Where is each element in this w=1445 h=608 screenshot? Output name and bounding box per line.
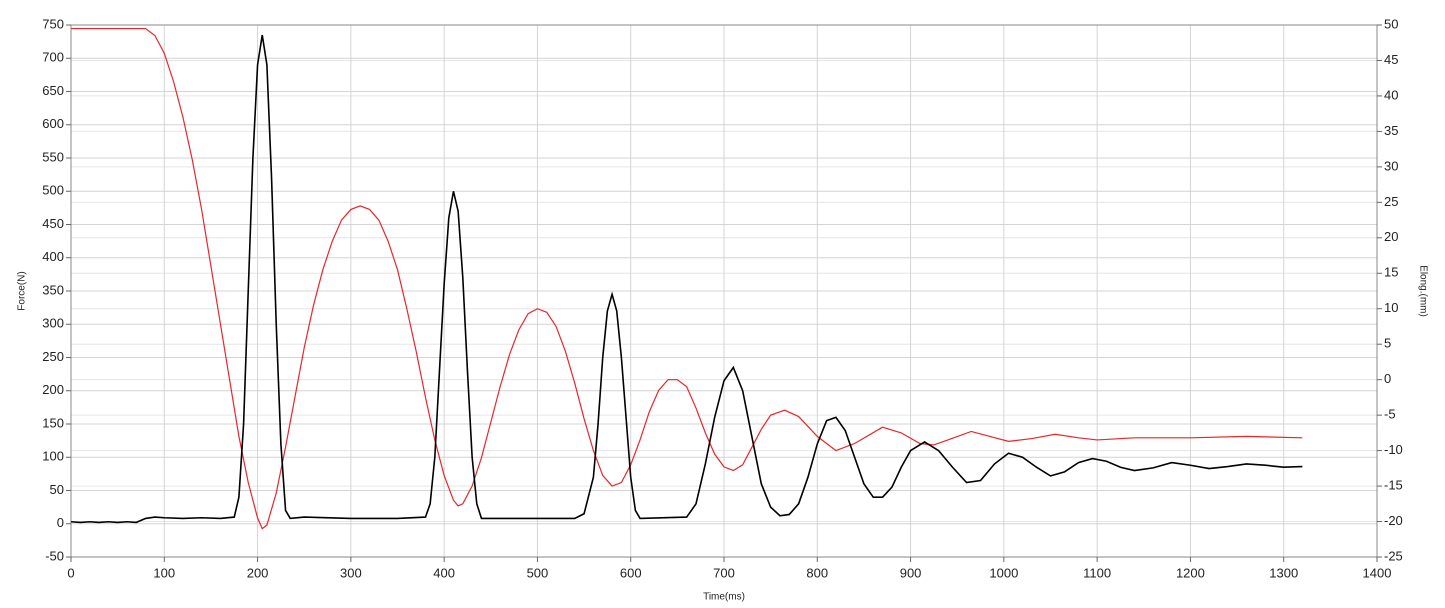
y-tick-label: 150 bbox=[42, 415, 64, 430]
y-tick-label: 100 bbox=[42, 449, 64, 464]
y-tick-label: 200 bbox=[42, 382, 64, 397]
y-tick-label: 450 bbox=[42, 216, 64, 231]
x-tick-label: 1100 bbox=[1083, 565, 1111, 580]
y-tick-label: 50 bbox=[50, 482, 64, 497]
y2-tick-label: 5 bbox=[1384, 336, 1391, 351]
x-tick-label: 600 bbox=[620, 565, 642, 580]
x-axis-label: Time(ms) bbox=[703, 592, 745, 603]
y-tick-label: 650 bbox=[42, 83, 64, 98]
x-tick-label: 1000 bbox=[989, 565, 1018, 580]
x-tick-label: 300 bbox=[340, 565, 362, 580]
y2-tick-label: 45 bbox=[1384, 52, 1398, 67]
y2-tick-label: -25 bbox=[1384, 548, 1403, 563]
y2-tick-label: 50 bbox=[1384, 16, 1398, 31]
y2-tick-label: 40 bbox=[1384, 87, 1398, 102]
y2-tick-label: 30 bbox=[1384, 158, 1398, 173]
y-tick-label: 500 bbox=[42, 183, 64, 198]
y2-tick-label: 0 bbox=[1384, 371, 1391, 386]
x-tick-label: 1300 bbox=[1269, 565, 1298, 580]
y-tick-label: 300 bbox=[42, 316, 64, 331]
y2-tick-label: 15 bbox=[1384, 265, 1398, 280]
x-tick-label: 100 bbox=[153, 565, 175, 580]
x-tick-label: 900 bbox=[900, 565, 922, 580]
y-tick-label: 700 bbox=[42, 50, 64, 65]
x-tick-label: 700 bbox=[713, 565, 735, 580]
series-line bbox=[71, 27, 1303, 530]
y2-tick-label: -5 bbox=[1384, 407, 1396, 422]
x-tick-label: 200 bbox=[247, 565, 269, 580]
series-line bbox=[70, 34, 1303, 524]
x-tick-label: 800 bbox=[806, 565, 828, 580]
y-tick-label: 750 bbox=[42, 16, 64, 31]
y-tick-label: 0 bbox=[57, 515, 64, 530]
y2-tick-label: 10 bbox=[1384, 300, 1398, 315]
x-tick-label: 0 bbox=[67, 565, 74, 580]
y2-tick-label: -20 bbox=[1384, 513, 1403, 528]
y-tick-label: -50 bbox=[45, 548, 64, 563]
x-tick-label: 400 bbox=[433, 565, 455, 580]
y2-tick-label: 25 bbox=[1384, 194, 1398, 209]
y-tick-label: 400 bbox=[42, 249, 64, 264]
x-tick-label: 500 bbox=[527, 565, 549, 580]
y-tick-label: 550 bbox=[42, 149, 64, 164]
y2-tick-label: -10 bbox=[1384, 442, 1403, 457]
x-tick-label: 1200 bbox=[1176, 565, 1205, 580]
y-tick-label: 350 bbox=[42, 282, 64, 297]
y-tick-label: 600 bbox=[42, 116, 64, 131]
x-tick-label: 1400 bbox=[1363, 565, 1392, 580]
y2-tick-label: -15 bbox=[1384, 478, 1403, 493]
y2-axis-label: Elong.(mm) bbox=[1417, 265, 1428, 317]
y2-tick-label: 20 bbox=[1384, 229, 1398, 244]
y-tick-label: 250 bbox=[42, 349, 64, 364]
y-axis-label: Force(N) bbox=[17, 271, 28, 310]
y2-tick-label: 35 bbox=[1384, 123, 1398, 138]
